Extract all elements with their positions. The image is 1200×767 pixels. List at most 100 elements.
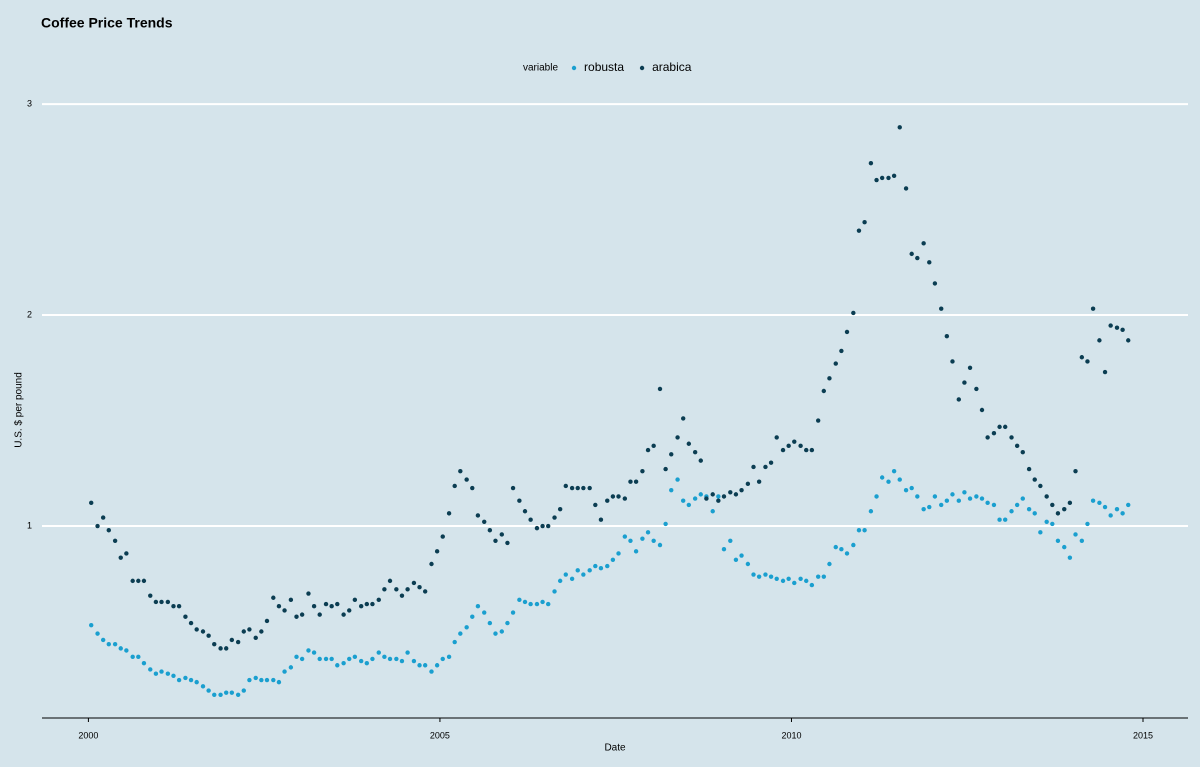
point [475, 603, 481, 609]
point [1102, 369, 1108, 375]
point [148, 667, 153, 672]
point [206, 688, 211, 693]
point [692, 496, 698, 501]
point [130, 578, 135, 584]
point [394, 656, 399, 662]
point [247, 677, 252, 683]
point [282, 608, 287, 613]
point [382, 587, 387, 592]
point [288, 597, 294, 603]
point [206, 633, 211, 638]
point [1114, 506, 1120, 512]
point [939, 306, 944, 311]
point [493, 538, 498, 543]
point [411, 580, 417, 586]
point [710, 509, 715, 514]
point [1014, 443, 1020, 449]
point [780, 447, 786, 453]
point [1102, 504, 1108, 510]
point [1120, 327, 1125, 333]
point [276, 679, 282, 685]
point [540, 523, 545, 529]
point [317, 656, 322, 662]
point [429, 669, 434, 674]
point [153, 671, 159, 676]
point [669, 452, 674, 457]
point [710, 492, 715, 497]
point [1062, 544, 1067, 550]
point [200, 629, 206, 634]
point [915, 494, 920, 499]
point [294, 654, 299, 660]
point [844, 551, 850, 556]
point [985, 500, 990, 506]
point [505, 620, 510, 626]
point [183, 675, 188, 681]
point [927, 260, 932, 265]
point [985, 435, 990, 440]
point [680, 416, 686, 421]
point [194, 679, 199, 685]
point [528, 601, 533, 607]
point [311, 603, 317, 609]
y-tick-label: 2 [27, 309, 32, 319]
point [680, 498, 686, 503]
point [1044, 494, 1049, 499]
point [382, 654, 387, 660]
point [991, 502, 997, 508]
point [956, 498, 961, 503]
point [171, 603, 176, 609]
point [440, 534, 445, 539]
point [821, 388, 827, 394]
point [364, 601, 370, 607]
point [329, 656, 334, 662]
point [1020, 496, 1025, 501]
point [581, 572, 586, 577]
point [241, 688, 246, 693]
point [475, 513, 481, 518]
point [534, 525, 540, 531]
point [176, 603, 182, 609]
point [851, 542, 856, 548]
point [1120, 511, 1125, 516]
point [534, 601, 540, 607]
point [1026, 506, 1032, 512]
point [253, 675, 258, 681]
point [1079, 538, 1085, 543]
point [633, 479, 639, 484]
point [148, 593, 153, 598]
point [440, 656, 445, 662]
point [259, 629, 264, 634]
point [844, 329, 850, 335]
point [587, 485, 592, 491]
point [1090, 498, 1096, 503]
point [809, 447, 815, 453]
point [944, 333, 950, 339]
point [686, 441, 692, 446]
point [651, 443, 656, 449]
point [218, 692, 223, 697]
point [118, 646, 123, 651]
point [493, 631, 498, 636]
point [247, 627, 252, 632]
point [763, 464, 768, 470]
point [645, 447, 651, 453]
point [323, 601, 329, 607]
point [458, 468, 463, 474]
point [341, 660, 346, 666]
point [341, 612, 346, 617]
point [165, 599, 171, 605]
point [235, 639, 241, 645]
point [557, 506, 563, 512]
point [306, 591, 311, 596]
point [868, 160, 874, 166]
point [622, 496, 628, 501]
point [756, 479, 762, 484]
point [499, 532, 505, 537]
point [815, 418, 821, 423]
point [212, 641, 217, 647]
point [159, 599, 164, 605]
point [616, 494, 621, 499]
point [575, 485, 580, 491]
